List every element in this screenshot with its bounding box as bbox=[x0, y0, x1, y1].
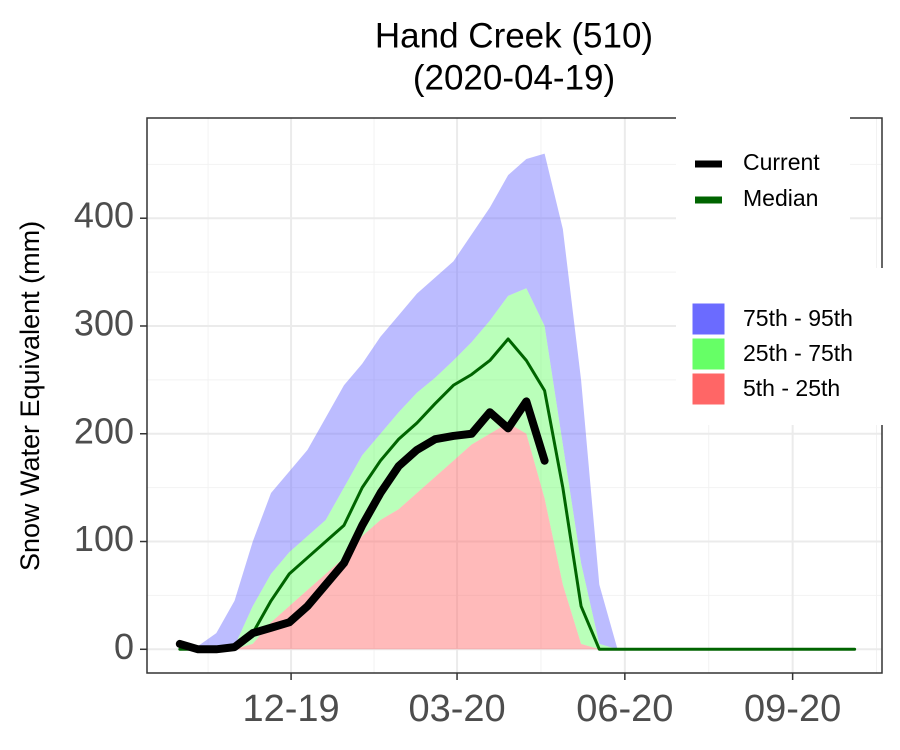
y-tick-label: 200 bbox=[74, 410, 134, 451]
legend-swatch bbox=[691, 372, 726, 406]
y-axis-label: Snow Water Equivalent (mm) bbox=[15, 221, 45, 571]
y-tick-label: 0 bbox=[114, 626, 134, 667]
y-tick-label: 100 bbox=[74, 518, 134, 559]
legend-label: 25th - 75th bbox=[743, 340, 853, 366]
series-line bbox=[178, 337, 857, 651]
legend-label: 75th - 95th bbox=[743, 305, 853, 331]
series-line bbox=[175, 397, 549, 654]
percentile-band bbox=[179, 422, 855, 650]
percentile-band bbox=[179, 288, 855, 650]
x-tick-label: 03-20 bbox=[408, 688, 505, 730]
y-tick-label: 400 bbox=[74, 195, 134, 236]
x-tick-label: 09-20 bbox=[744, 688, 841, 730]
legend-swatch bbox=[691, 302, 726, 336]
legend-box bbox=[676, 110, 850, 270]
chart-subtitle: (2020-04-19) bbox=[413, 58, 615, 97]
chart-title: Hand Creek (510) bbox=[375, 16, 653, 55]
legend-label: 5th - 25th bbox=[743, 375, 840, 401]
x-tick-label: 12-19 bbox=[242, 688, 339, 730]
legend-swatch bbox=[691, 337, 726, 371]
legend-label: Current bbox=[743, 149, 820, 175]
x-tick-label: 06-20 bbox=[576, 688, 673, 730]
percentile-band bbox=[179, 153, 855, 650]
legend-label: Median bbox=[743, 185, 818, 211]
y-tick-label: 300 bbox=[74, 303, 134, 344]
